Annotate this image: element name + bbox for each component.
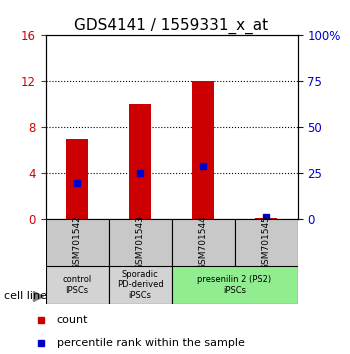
Bar [192,81,214,219]
FancyBboxPatch shape [172,266,298,304]
Text: count: count [57,315,88,325]
Bar [129,104,151,219]
Bar [255,218,277,219]
FancyBboxPatch shape [46,266,108,304]
FancyBboxPatch shape [46,219,108,266]
Text: Sporadic
PD-derived
iPSCs: Sporadic PD-derived iPSCs [117,270,163,300]
FancyBboxPatch shape [108,219,172,266]
Text: GSM701545: GSM701545 [261,215,271,270]
FancyBboxPatch shape [108,266,172,304]
Text: GSM701543: GSM701543 [135,215,145,270]
FancyBboxPatch shape [172,219,234,266]
Text: GSM701542: GSM701542 [72,215,82,270]
Text: GSM701544: GSM701544 [198,215,208,270]
Text: cell line: cell line [4,291,47,301]
Text: presenilin 2 (PS2)
iPSCs: presenilin 2 (PS2) iPSCs [197,275,272,295]
FancyBboxPatch shape [234,219,298,266]
Bar [66,139,88,219]
Text: control
IPSCs: control IPSCs [62,275,92,295]
Title: GDS4141 / 1559331_x_at: GDS4141 / 1559331_x_at [75,18,268,34]
Text: percentile rank within the sample: percentile rank within the sample [57,338,244,348]
